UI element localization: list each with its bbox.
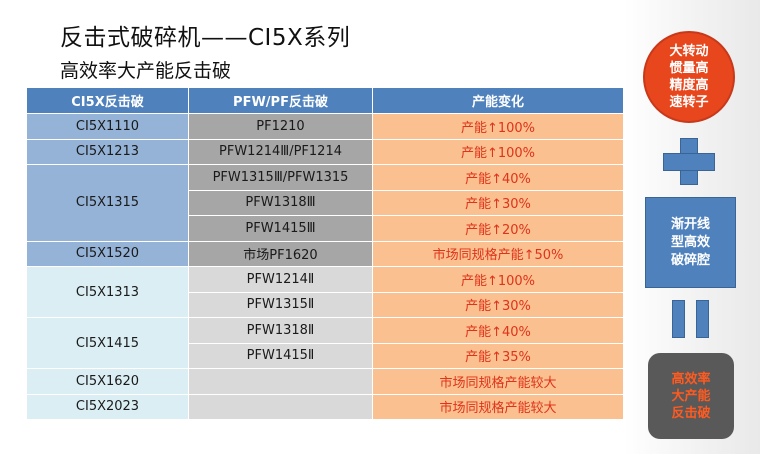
table-row: CI5X1520 市场PF1620 市场同规格产能↑50% (26, 240, 624, 267)
cell-pf-model (188, 393, 373, 420)
cell-capacity-change: 产能↑20% (372, 215, 624, 242)
cell-ci5x-model: CI5X1213 (26, 138, 189, 165)
cell-capacity-change: 产能↑40% (372, 317, 624, 344)
cell-pf-model: PF1210 (188, 113, 373, 140)
cell-ci5x-model: CI5X1110 (26, 113, 189, 140)
table-row: CI5X2023 市场同规格产能较大 (26, 393, 624, 420)
header-capacity-change: 产能变化 (372, 87, 624, 114)
cell-capacity-change: 市场同规格产能较大 (372, 368, 624, 395)
cell-ci5x-model: CI5X2023 (26, 393, 189, 420)
header-pfw-pf: PFW/PF反击破 (188, 87, 373, 114)
cell-capacity-change: 产能↑100% (372, 266, 624, 293)
circle-line: 速转子 (669, 95, 709, 110)
cell-pf-model: PFW1318Ⅱ (188, 317, 373, 344)
table-row: PFW1318Ⅲ 产能↑30% (27, 189, 624, 216)
table-row: PFW1415Ⅱ 产能↑35% (27, 342, 624, 369)
cell-ci5x-model: CI5X1520 (26, 240, 189, 267)
table-row: PFW1315Ⅱ 产能↑30% (27, 291, 624, 318)
result-box: 高效率 大产能 反击破 (648, 353, 734, 439)
cell-ci5x-model: CI5X1315 (26, 164, 189, 242)
circle-line: 惯量高 (669, 61, 709, 76)
slide-subtitle: 高效率大产能反击破 (60, 60, 232, 82)
table-row: PFW1415Ⅲ 产能↑20% (27, 215, 624, 242)
cell-pf-model: 市场PF1620 (188, 240, 373, 267)
comparison-table: CI5X反击破 PFW/PF反击破 产能变化 CI5X1110 PF1210 产… (26, 87, 624, 420)
cell-pf-model: PFW1214Ⅲ/PF1214 (188, 138, 373, 165)
box-line: 渐开线 (670, 216, 710, 232)
cell-pf-model: PFW1318Ⅲ (188, 189, 373, 216)
circle-line: 大转动 (669, 44, 709, 59)
cell-ci5x-model: CI5X1415 (26, 317, 189, 369)
cell-ci5x-model: CI5X1313 (26, 266, 189, 318)
cell-pf-model: PFW1315Ⅱ (188, 291, 373, 318)
header-ci5x: CI5X反击破 (26, 87, 189, 114)
table-row: CI5X1315 PFW1315Ⅲ/PFW1315 产能↑40% (26, 164, 624, 242)
box-line: 破碎腔 (670, 252, 710, 268)
cell-capacity-change: 产能↑40% (372, 164, 624, 191)
cell-capacity-change: 产能↑35% (372, 342, 624, 369)
slide-title: 反击式破碎机——CI5X系列 (60, 25, 351, 51)
table-row: CI5X1110 PF1210 产能↑100% (26, 113, 624, 140)
cell-capacity-change: 产能↑100% (372, 138, 624, 165)
crushing-chamber-box: 渐开线 型高效 破碎腔 (645, 197, 736, 288)
table-row: CI5X1213 PFW1214Ⅲ/PF1214 产能↑100% (26, 138, 624, 165)
table-row: CI5X1620 市场同规格产能较大 (26, 368, 624, 395)
result-line: 高效率 (671, 371, 711, 387)
cell-capacity-change: 产能↑100% (372, 113, 624, 140)
circle-line: 精度高 (669, 78, 709, 93)
cell-capacity-change: 市场同规格产能较大 (372, 393, 624, 420)
cell-capacity-change: 市场同规格产能↑50% (372, 240, 624, 267)
table-header-row: CI5X反击破 PFW/PF反击破 产能变化 (26, 87, 624, 114)
plus-icon (663, 138, 715, 185)
cell-pf-model: PFW1315Ⅲ/PFW1315 (188, 164, 373, 191)
result-line: 反击破 (671, 405, 711, 421)
cell-pf-model: PFW1415Ⅲ (188, 215, 373, 242)
cell-pf-model: PFW1214Ⅱ (188, 266, 373, 293)
table-row: CI5X1313 PFW1214Ⅱ 产能↑100% (26, 266, 624, 318)
cell-ci5x-model: CI5X1620 (26, 368, 189, 395)
rotor-feature-circle: 大转动 惯量高 精度高 速转子 (643, 31, 735, 123)
cell-pf-model (188, 368, 373, 395)
cell-capacity-change: 产能↑30% (372, 291, 624, 318)
cell-pf-model: PFW1415Ⅱ (188, 342, 373, 369)
box-line: 型高效 (670, 234, 710, 250)
table-row: CI5X1415 PFW1318Ⅱ 产能↑40% (26, 317, 624, 369)
result-line: 大产能 (671, 388, 711, 404)
cell-capacity-change: 产能↑30% (372, 189, 624, 216)
